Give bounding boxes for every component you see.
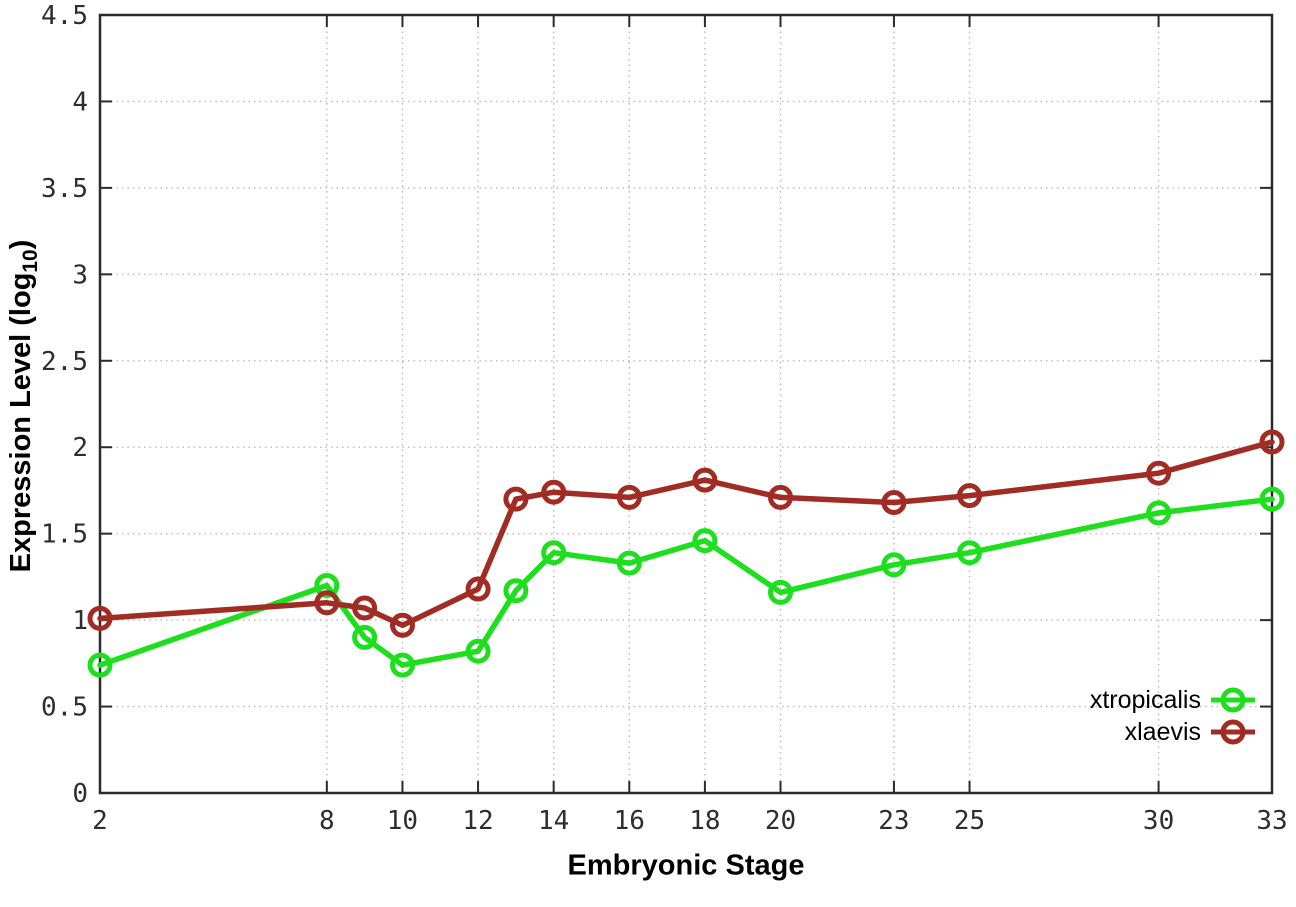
y-tick-label: 4 bbox=[72, 87, 88, 117]
data-point-xlaevis-14 bbox=[541, 479, 567, 505]
data-point-xlaevis-8 bbox=[314, 590, 340, 616]
x-tick-label: 10 bbox=[387, 806, 418, 836]
data-point-xtropicalis-16 bbox=[616, 550, 642, 576]
data-point-xtropicalis-33 bbox=[1259, 486, 1285, 512]
x-tick-label: 23 bbox=[878, 806, 909, 836]
data-point-xtropicalis-20 bbox=[768, 579, 793, 605]
data-point-xlaevis-20 bbox=[768, 484, 793, 510]
series-line-xtropicalis bbox=[97, 496, 1275, 668]
data-point-xtropicalis-10 bbox=[390, 652, 415, 678]
y-tick-label: 0 bbox=[72, 779, 88, 809]
data-point-xtropicalis-25 bbox=[957, 540, 982, 566]
data-point-xlaevis-33 bbox=[1259, 429, 1285, 455]
x-tick-label: 8 bbox=[319, 806, 335, 836]
y-axis-title-subscript: 10 bbox=[18, 249, 42, 273]
series-line-xlaevis bbox=[97, 439, 1275, 629]
legend: xtropicalis xlaevis bbox=[1090, 684, 1256, 748]
legend-line-marker-icon bbox=[1211, 687, 1255, 713]
x-tick-label: 2 bbox=[92, 806, 108, 836]
data-point-xlaevis-16 bbox=[616, 484, 642, 510]
y-tick-label: 4.5 bbox=[41, 1, 88, 31]
data-point-xtropicalis-18 bbox=[692, 528, 718, 554]
y-axis-title: Expression Level (log10) bbox=[5, 240, 43, 573]
y-axis-title-text: Expression Level (log bbox=[5, 272, 38, 573]
x-tick-label: 25 bbox=[954, 806, 985, 836]
y-tick-label: 0.5 bbox=[41, 693, 88, 723]
data-point-xlaevis-10 bbox=[390, 612, 415, 638]
legend-label-xlaevis: xlaevis bbox=[1124, 717, 1201, 746]
data-point-xtropicalis-2 bbox=[87, 652, 113, 678]
legend-label-xtropicalis: xtropicalis bbox=[1089, 685, 1201, 714]
x-tick-label: 30 bbox=[1143, 806, 1174, 836]
data-point-xtropicalis-13 bbox=[503, 578, 529, 604]
data-point-xtropicalis-9 bbox=[352, 624, 378, 650]
y-axis-title-close: ) bbox=[5, 239, 38, 250]
y-tick-label: 1.5 bbox=[41, 520, 88, 550]
legend-item-xtropicalis: xtropicalis bbox=[1090, 684, 1256, 716]
data-point-xlaevis-13 bbox=[503, 486, 529, 512]
x-tick-label: 12 bbox=[462, 806, 493, 836]
data-point-xtropicalis-23 bbox=[881, 552, 907, 578]
y-tick-label: 1 bbox=[72, 606, 88, 636]
data-point-xtropicalis-12 bbox=[465, 638, 491, 664]
data-point-xtropicalis-14 bbox=[541, 540, 567, 566]
data-point-xtropicalis-8 bbox=[314, 573, 340, 598]
data-point-xlaevis-12 bbox=[465, 576, 491, 602]
x-tick-label: 20 bbox=[765, 806, 796, 836]
x-tick-label: 33 bbox=[1256, 806, 1287, 836]
data-point-xlaevis-23 bbox=[881, 490, 907, 515]
data-point-xlaevis-30 bbox=[1146, 460, 1172, 486]
legend-line-marker-icon bbox=[1211, 719, 1255, 745]
y-tick-label: 3.5 bbox=[41, 174, 88, 204]
y-tick-label: 3 bbox=[72, 260, 88, 290]
data-point-xtropicalis-30 bbox=[1146, 500, 1172, 526]
data-point-xlaevis-18 bbox=[692, 467, 718, 493]
plot-border bbox=[98, 13, 1274, 795]
x-tick-label: 16 bbox=[614, 806, 645, 836]
y-tick-label: 2 bbox=[72, 433, 88, 463]
y-tick-label: 2.5 bbox=[41, 347, 88, 377]
data-point-xlaevis-25 bbox=[957, 483, 982, 509]
data-point-xlaevis-2 bbox=[87, 605, 113, 631]
x-tick-label: 14 bbox=[538, 806, 569, 836]
x-tick-label: 18 bbox=[689, 806, 720, 836]
x-axis-title: Embryonic Stage bbox=[567, 849, 805, 882]
data-point-xlaevis-9 bbox=[352, 595, 378, 621]
legend-item-xlaevis: xlaevis bbox=[1090, 716, 1256, 748]
